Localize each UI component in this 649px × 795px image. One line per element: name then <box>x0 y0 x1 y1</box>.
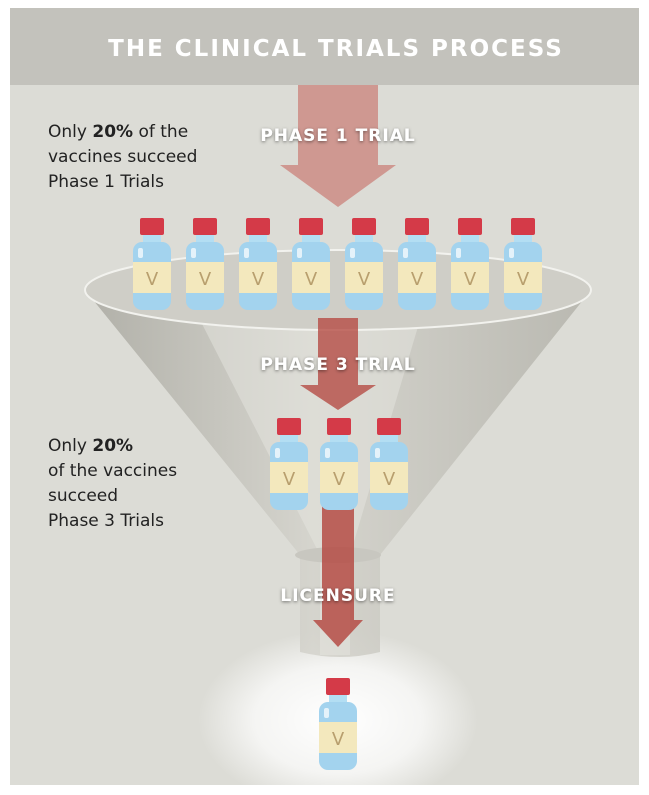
vial-cap <box>193 218 217 235</box>
vial-letter: V <box>358 269 371 290</box>
vial-shine <box>191 248 196 258</box>
note-highlight: 20% <box>92 122 133 142</box>
stage-label: LICENSURE <box>280 586 395 606</box>
vial-shine <box>244 248 249 258</box>
vial-cap <box>352 218 376 235</box>
vial-shine <box>325 448 330 458</box>
vial-cap <box>511 218 535 235</box>
vial-cap <box>277 418 301 435</box>
vial-letter: V <box>252 269 265 290</box>
note-line: vaccines succeed <box>48 145 197 170</box>
note-line: Phase 3 Trials <box>48 509 177 534</box>
vial-letter: V <box>199 269 212 290</box>
vial-letter: V <box>464 269 477 290</box>
stage-label: PHASE 3 TRIAL <box>260 355 415 375</box>
vial-shine <box>297 248 302 258</box>
note-line: of the vaccines <box>48 459 177 484</box>
vial-shine <box>350 248 355 258</box>
note-line: Only 20% <box>48 434 177 459</box>
vial-cap <box>327 418 351 435</box>
note-text: of the <box>138 122 188 142</box>
note-highlight: 20% <box>92 436 133 456</box>
vial-shine <box>275 448 280 458</box>
note-text: Only <box>48 122 87 142</box>
vial-cap <box>326 678 350 695</box>
note-line: Phase 1 Trials <box>48 170 197 195</box>
vial-shine <box>509 248 514 258</box>
vial-cap <box>377 418 401 435</box>
infographic: THE CLINICAL TRIALS PROCESS PHASE 1 TRIA… <box>0 0 649 795</box>
vial-cap <box>458 218 482 235</box>
vial-shine <box>324 708 329 718</box>
vial-shine <box>403 248 408 258</box>
vial-letter: V <box>305 269 318 290</box>
title: THE CLINICAL TRIALS PROCESS <box>108 36 564 62</box>
vial-letter: V <box>411 269 424 290</box>
vial-cap <box>140 218 164 235</box>
vial-shine <box>456 248 461 258</box>
vial-letter: V <box>332 729 345 750</box>
note-text: Only <box>48 436 87 456</box>
vial-letter: V <box>333 469 346 490</box>
vial-letter: V <box>146 269 159 290</box>
note-line: succeed <box>48 484 177 509</box>
vial-letter: V <box>283 469 296 490</box>
vial-shine <box>375 448 380 458</box>
note-line: Only 20% of the <box>48 120 197 145</box>
stage-label: PHASE 1 TRIAL <box>260 126 415 146</box>
vial-letter: V <box>517 269 530 290</box>
vial-shine <box>138 248 143 258</box>
vial-cap <box>299 218 323 235</box>
vial-cap <box>246 218 270 235</box>
vial-letter: V <box>383 469 396 490</box>
vial-cap <box>405 218 429 235</box>
